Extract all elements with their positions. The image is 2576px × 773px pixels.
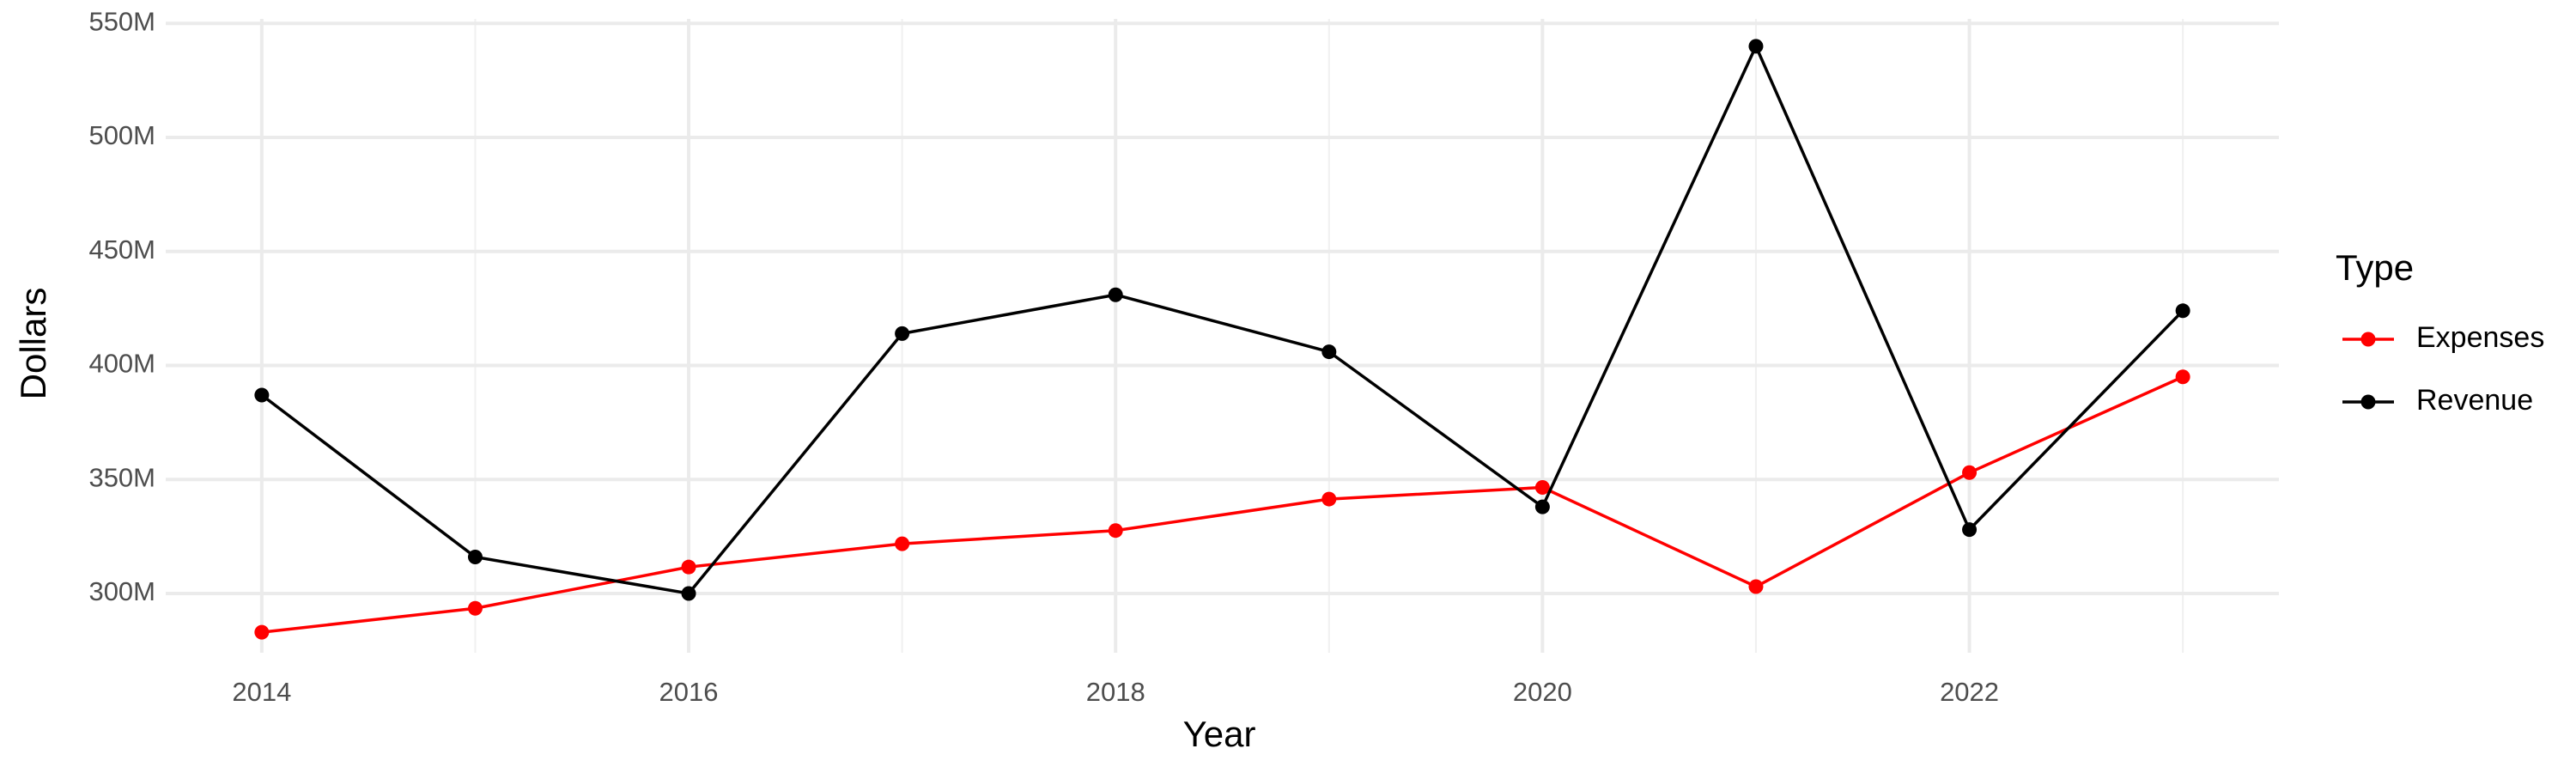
data-point [254, 624, 270, 640]
data-point [895, 326, 910, 341]
x-tick-label: 2014 [232, 677, 291, 707]
legend-label: Expenses [2416, 321, 2544, 354]
grid [166, 19, 2279, 653]
data-point [1748, 39, 1764, 54]
series-line [261, 375, 2184, 634]
data-point [1962, 522, 1978, 538]
data-point [254, 387, 270, 403]
data-point [1962, 465, 1978, 480]
y-tick-label: 350M [88, 462, 155, 492]
data-point [1321, 344, 1337, 360]
series-line [260, 42, 2184, 595]
legend-label: Revenue [2416, 384, 2533, 417]
legend-title: Type [2336, 247, 2414, 288]
data-point [467, 550, 483, 565]
y-tick-label: 500M [88, 120, 155, 150]
y-axis-title: Dollars [13, 288, 53, 400]
legend-key-point [2360, 332, 2376, 347]
x-tick-label: 2018 [1086, 677, 1145, 707]
data-point [1321, 491, 1337, 507]
y-tick-label: 450M [88, 234, 155, 265]
legend-key-point [2360, 394, 2376, 410]
data-point [2175, 369, 2190, 385]
data-point [467, 600, 483, 616]
x-tick-label: 2016 [659, 677, 719, 707]
data-point [2175, 303, 2190, 319]
data-point [1534, 499, 1550, 514]
y-tick-label: 300M [88, 576, 155, 606]
x-tick-label: 2020 [1513, 677, 1572, 707]
y-tick-label: 550M [88, 6, 155, 36]
data-point [1748, 579, 1764, 594]
x-axis-title: Year [1183, 714, 1256, 754]
y-tick-label: 400M [88, 349, 155, 379]
plot [254, 39, 2190, 640]
data-point [681, 586, 696, 601]
data-point [1108, 523, 1123, 539]
data-point [681, 559, 696, 575]
data-point [895, 536, 910, 551]
data-point [1534, 480, 1550, 496]
x-tick-label: 2022 [1940, 677, 1999, 707]
data-point [1108, 287, 1123, 302]
